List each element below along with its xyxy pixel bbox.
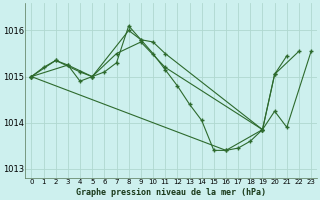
X-axis label: Graphe pression niveau de la mer (hPa): Graphe pression niveau de la mer (hPa) (76, 188, 266, 197)
